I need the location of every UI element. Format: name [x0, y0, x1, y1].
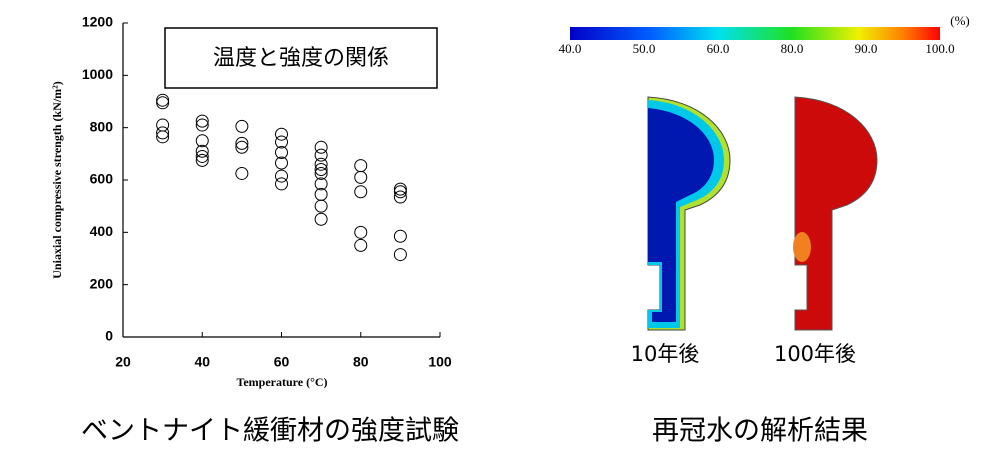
x-tick-label: 80 — [353, 354, 369, 370]
y-tick-label: 1200 — [82, 14, 113, 30]
scatter-point — [275, 146, 288, 160]
scatter-point — [156, 93, 170, 107]
x-tick-label: 60 — [274, 354, 290, 370]
y-tick-label: 0 — [105, 328, 113, 344]
colorbar-labels: 40.0 50.0 60.0 80.0 90.0 100.0 — [559, 41, 955, 56]
scatter-point — [354, 185, 368, 199]
colorbar — [570, 27, 940, 40]
y-tick-label: 1000 — [82, 66, 113, 82]
caption: ベントナイト緩衝材の強度試験 — [81, 416, 459, 447]
scatter-point — [354, 159, 368, 173]
section-core — [648, 108, 714, 322]
section-label: 10年後 — [631, 342, 700, 366]
y-tick-label: 800 — [90, 118, 114, 134]
section-100y — [793, 96, 878, 331]
colorbar-label: 40.0 — [559, 41, 582, 56]
scatter-point — [393, 190, 407, 204]
scatter-point — [393, 182, 407, 196]
scatter-point — [195, 118, 209, 132]
colorbar-label: 60.0 — [707, 41, 730, 56]
scatter-point — [235, 166, 249, 180]
caption: 再冠水の解析結果 — [652, 416, 868, 447]
scatter-point — [393, 185, 407, 199]
scatter-point — [354, 225, 368, 239]
scatter-point — [354, 170, 368, 184]
colorbar-unit: (%) — [950, 13, 970, 28]
x-tick-label: 20 — [115, 354, 131, 370]
scatter-point — [275, 135, 288, 149]
scatter-point — [156, 126, 170, 140]
scatter-point — [314, 199, 328, 213]
y-tick-label: 600 — [90, 171, 114, 187]
scatter-point — [195, 134, 209, 148]
y-axis-label: Uniaxial compressive strength (kN/m²) — [50, 81, 64, 278]
scatter-point — [156, 96, 170, 110]
scatter-point — [314, 163, 328, 177]
scatter-point — [354, 238, 368, 252]
section-label: 100年後 — [774, 342, 856, 366]
scatter-point — [235, 119, 249, 133]
colorbar-label: 50.0 — [633, 41, 656, 56]
colorbar-label: 100.0 — [925, 41, 954, 56]
colorbar-label: 80.0 — [781, 41, 804, 56]
scatter-point — [314, 157, 328, 171]
scatter-point — [314, 212, 328, 226]
scatter-point — [314, 166, 328, 180]
scatter-point — [275, 177, 288, 191]
annotation: 温度と強度の関係 — [213, 46, 389, 71]
section-10y — [647, 96, 731, 331]
scatter-point — [235, 136, 249, 150]
scatter-point — [195, 144, 209, 158]
scatter-point — [393, 229, 407, 243]
scatter-point — [235, 140, 249, 154]
scatter-point — [275, 127, 288, 141]
section-outline — [794, 96, 878, 331]
scatter-point — [393, 248, 407, 262]
colorbar-label: 90.0 — [855, 41, 878, 56]
y-tick-label: 200 — [90, 275, 114, 291]
x-tick-label: 100 — [428, 354, 452, 370]
x-axis-label: Temperature (°C) — [236, 375, 327, 389]
scatter-point — [195, 149, 209, 163]
scatter-point — [195, 114, 209, 128]
y-tick-label: 400 — [90, 223, 114, 239]
scatter-point — [275, 169, 288, 183]
x-tick-label: 40 — [194, 354, 210, 370]
section-spot — [793, 232, 811, 262]
scatter-point — [314, 140, 328, 154]
scatter-point — [195, 153, 209, 167]
scatter-point — [314, 148, 328, 162]
scatter-point — [314, 177, 328, 191]
annotation-box — [164, 27, 438, 89]
scatter-point — [275, 156, 288, 170]
scatter-point — [156, 130, 170, 144]
